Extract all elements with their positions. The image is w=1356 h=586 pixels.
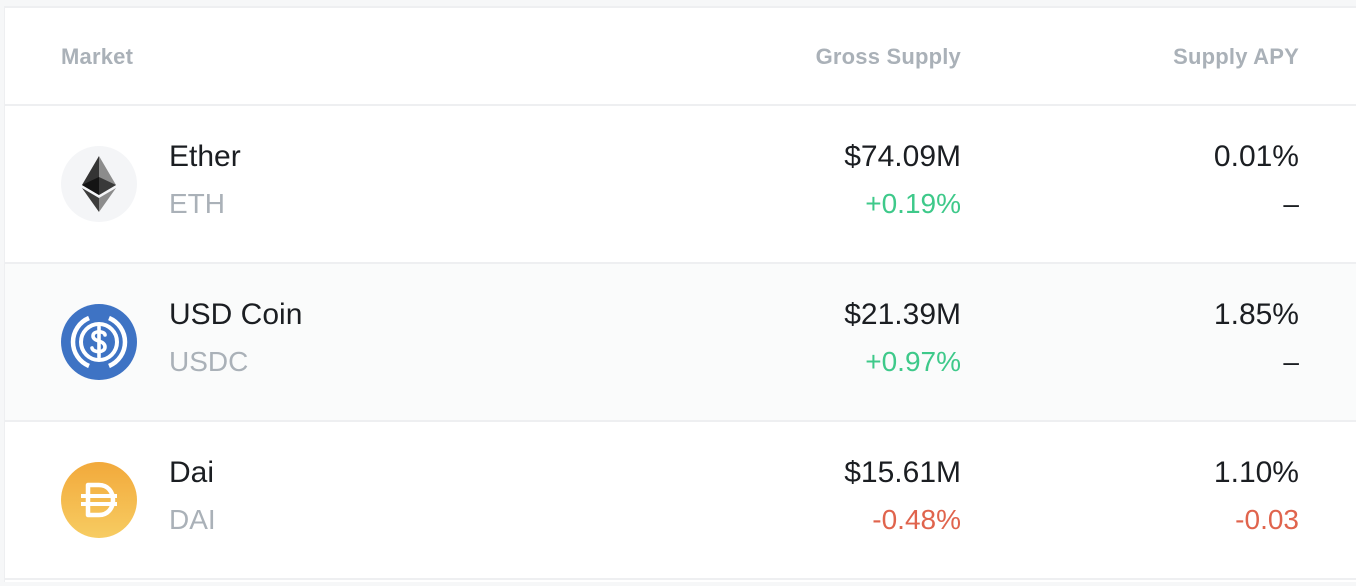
supply-apy-value: 1.85%	[1213, 298, 1299, 331]
gross-supply-change: +0.97%	[865, 346, 961, 377]
ether-icon	[61, 146, 137, 222]
gross-supply-value: $15.61M	[844, 456, 961, 489]
table-row-dai[interactable]: Dai DAI $15.61M -0.48% 1.10% -0.03	[5, 422, 1356, 580]
table-row-ether[interactable]: Ether ETH $74.09M +0.19% 0.01% –	[5, 106, 1356, 264]
column-header-market[interactable]: Market	[61, 44, 134, 69]
table-header: Market Gross Supply Supply APY	[5, 8, 1356, 106]
supply-apy-change: –	[1283, 188, 1299, 219]
token-symbol: DAI	[169, 504, 216, 535]
column-header-gross-supply[interactable]: Gross Supply	[815, 44, 961, 69]
gross-supply-change: +0.19%	[865, 188, 961, 219]
gross-supply-value: $21.39M	[844, 298, 961, 331]
token-symbol: ETH	[169, 188, 225, 219]
column-header-supply-apy[interactable]: Supply APY	[1173, 44, 1299, 69]
token-symbol: USDC	[169, 346, 249, 377]
dai-icon	[61, 462, 137, 538]
table-row-usd-coin[interactable]: USD Coin USDC $21.39M +0.97% 1.85% –	[5, 264, 1356, 422]
supply-apy-change: -0.03	[1235, 504, 1299, 535]
token-name: Ether	[169, 140, 241, 173]
usd-coin-icon	[61, 304, 137, 380]
supply-apy-change: –	[1283, 346, 1299, 377]
gross-supply-value: $74.09M	[844, 140, 961, 173]
supply-apy-value: 0.01%	[1213, 140, 1299, 173]
token-name: USD Coin	[169, 298, 303, 331]
markets-table: Market Gross Supply Supply APY Ether ETH…	[4, 6, 1356, 582]
supply-apy-value: 1.10%	[1213, 456, 1299, 489]
gross-supply-change: -0.48%	[872, 504, 961, 535]
token-name: Dai	[169, 456, 215, 489]
